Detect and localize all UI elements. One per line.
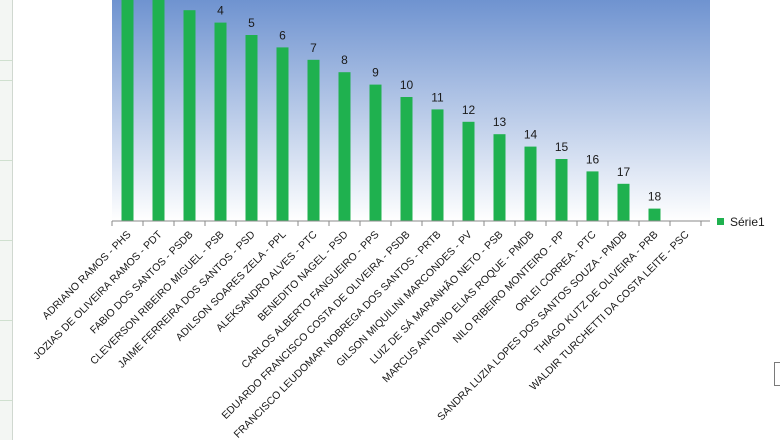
legend: Série1 (717, 215, 765, 229)
bar[interactable] (276, 47, 289, 222)
bar[interactable] (462, 121, 475, 221)
bar[interactable] (648, 208, 661, 221)
data-label: 18 (648, 190, 662, 204)
bar[interactable] (617, 183, 630, 221)
bar[interactable] (307, 59, 320, 221)
scrollbar-edge[interactable] (774, 362, 780, 386)
spreadsheet-grid-strip (0, 0, 13, 440)
bar[interactable] (121, 0, 134, 221)
data-label: 8 (341, 53, 348, 67)
data-label: 10 (400, 78, 414, 92)
category-label: NILO RIBEIRO MONTEIRO - PP (451, 229, 568, 346)
bar[interactable] (214, 22, 227, 221)
bar[interactable] (183, 10, 196, 222)
bar[interactable] (245, 35, 258, 221)
data-label: 17 (617, 165, 631, 179)
bar[interactable] (338, 72, 351, 221)
data-label: 16 (586, 152, 600, 166)
data-label: 14 (524, 128, 538, 142)
data-label: 12 (462, 103, 476, 117)
bar[interactable] (431, 109, 444, 221)
legend-swatch (717, 218, 724, 225)
bar[interactable] (400, 97, 413, 221)
chart-area[interactable]: 4 5 6 7 8 9 10 11 12 13 14 15 16 17 18 ADRIANO RAMOS -… (14, 0, 774, 440)
data-label: 6 (279, 28, 286, 42)
data-label: 7 (310, 41, 317, 55)
data-label: 11 (431, 90, 444, 104)
legend-label: Série1 (730, 215, 765, 229)
bar[interactable] (524, 146, 537, 221)
data-label: 5 (248, 16, 255, 30)
bar[interactable] (555, 159, 568, 221)
data-label: 4 (217, 4, 224, 18)
data-label: 15 (555, 140, 569, 154)
bar[interactable] (493, 134, 506, 221)
bar[interactable] (152, 0, 165, 221)
bar[interactable] (586, 171, 599, 221)
data-label: 9 (372, 66, 379, 80)
bar[interactable] (369, 84, 382, 221)
data-label: 13 (493, 115, 507, 129)
